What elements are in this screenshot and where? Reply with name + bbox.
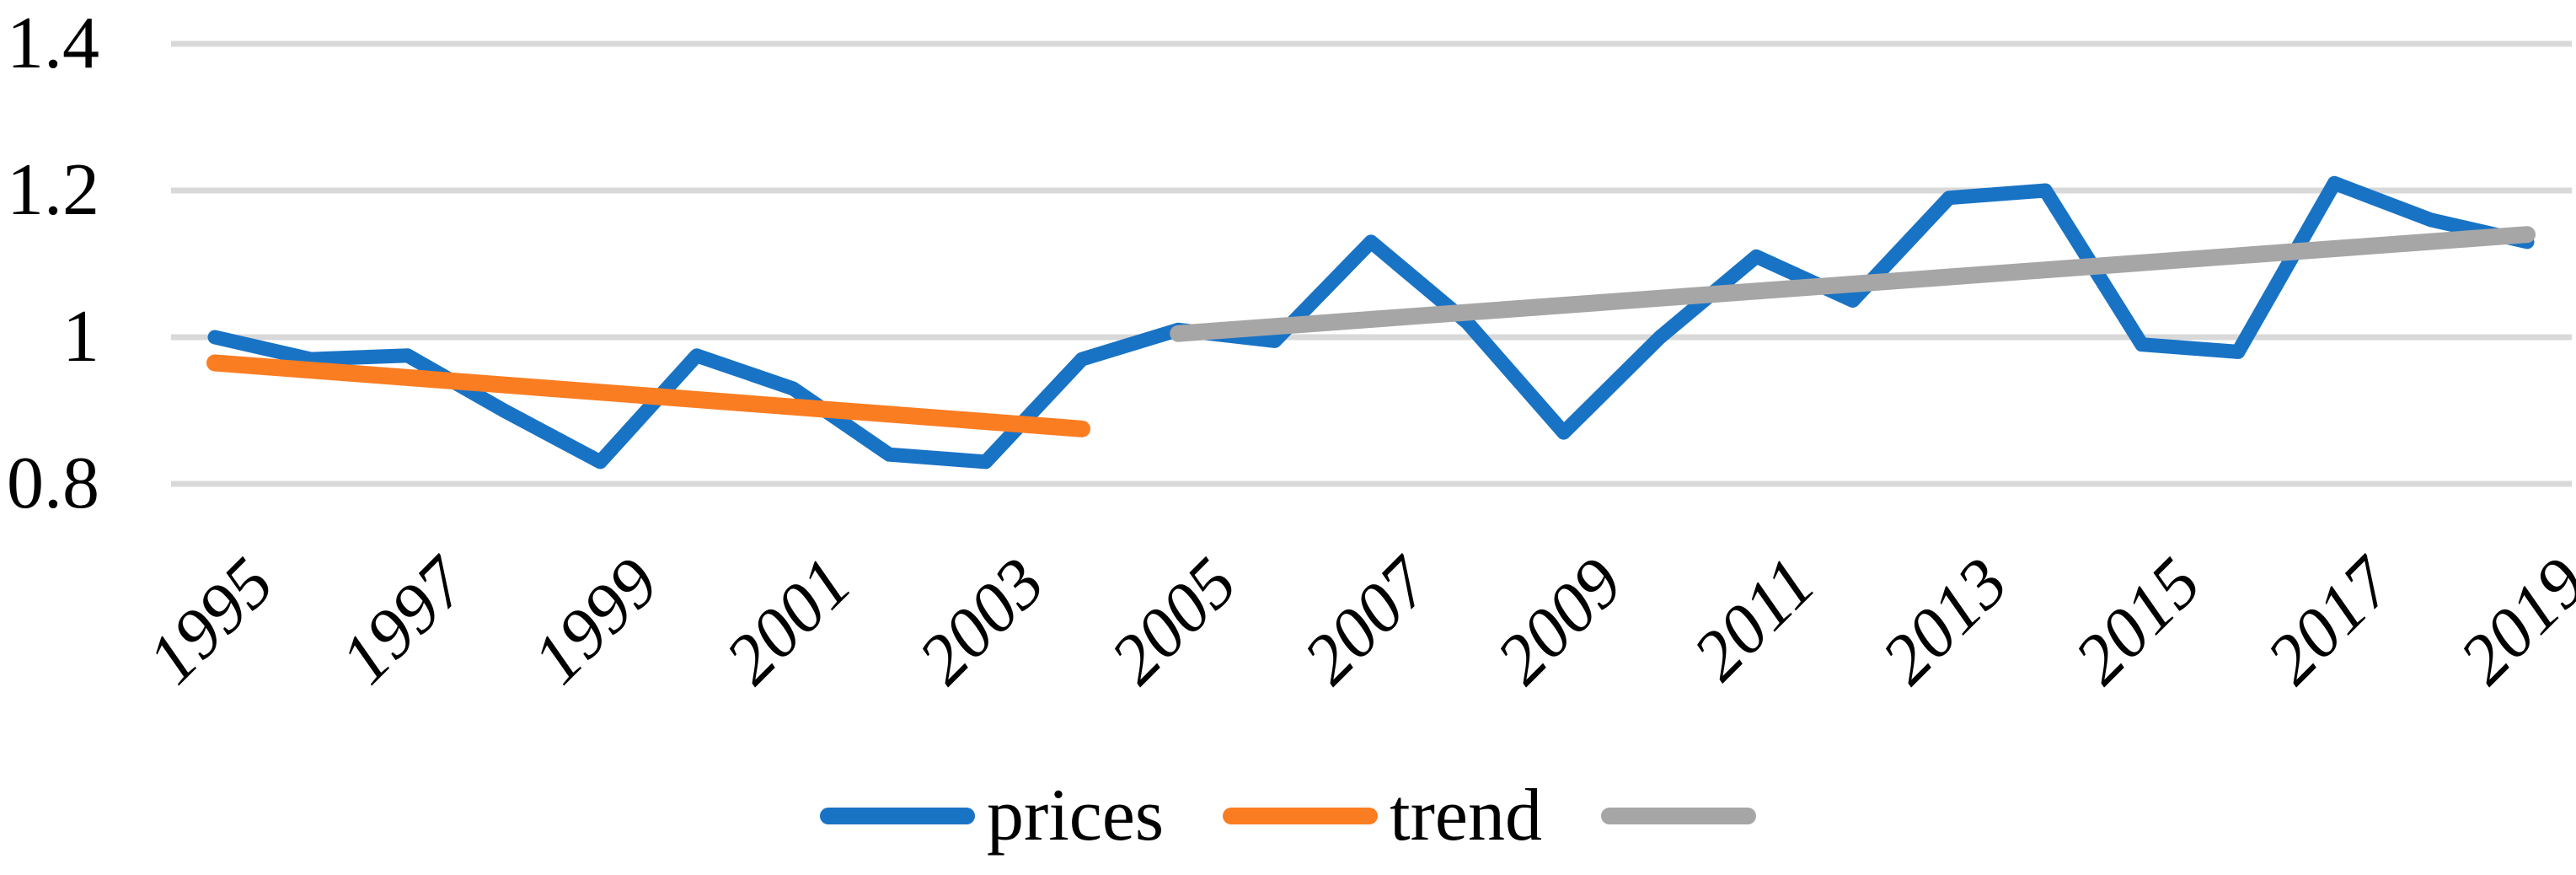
series-lines — [206, 175, 2536, 470]
y-tick-label-1.4: 1.4 — [7, 3, 99, 84]
legend: prices trend — [0, 772, 2576, 860]
legend-item-prices: prices — [820, 779, 1164, 853]
y-tick-label-1.2: 1.2 — [7, 149, 99, 231]
prices-data-line — [207, 175, 2535, 470]
trend-line-swatch — [1223, 808, 1379, 824]
unnamed-trendline — [1170, 226, 2536, 342]
gray-trendline-swatch — [1600, 808, 1756, 824]
gridlines — [171, 40, 2572, 487]
legend-label-trend: trend — [1390, 775, 1542, 856]
prices-line-swatch — [820, 808, 976, 824]
trend-trendline — [206, 354, 1090, 438]
legend-item-trend: trend — [1223, 779, 1542, 853]
y-tick-label-1: 1 — [62, 296, 99, 378]
legend-label-prices: prices — [987, 775, 1165, 856]
legend-item-unnamed-trendline — [1600, 808, 1756, 824]
y-tick-label-0.8: 0.8 — [7, 443, 99, 524]
